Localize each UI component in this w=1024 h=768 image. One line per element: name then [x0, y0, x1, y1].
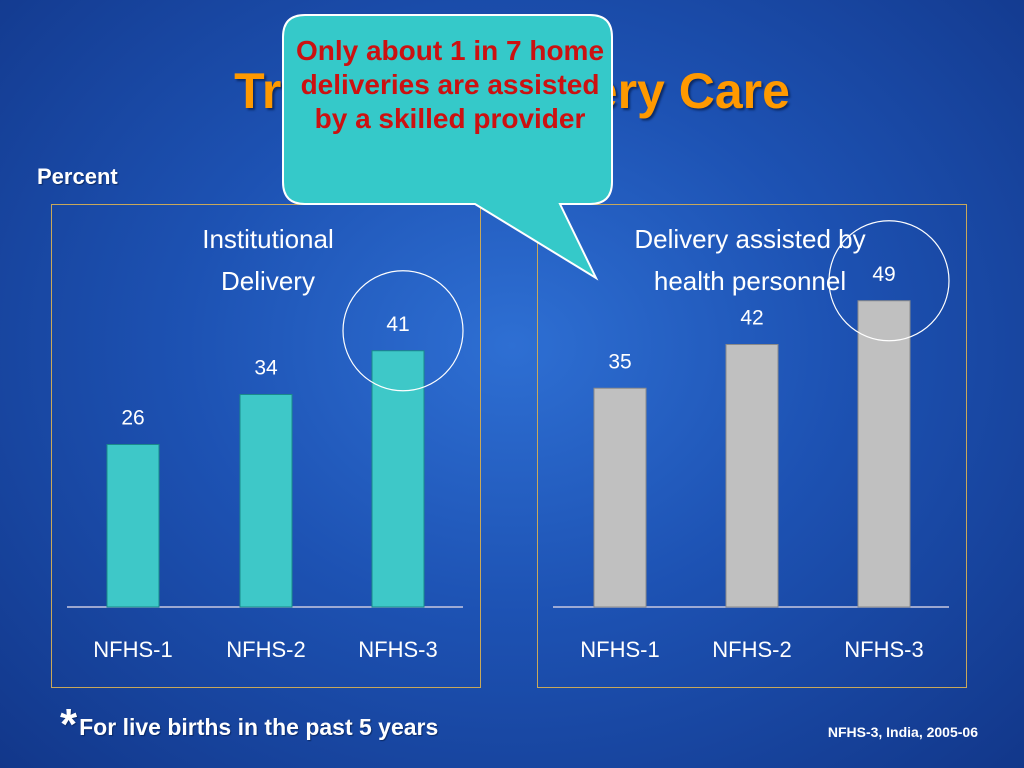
callout-text: Only about 1 in 7 home deliveries are as…: [295, 35, 605, 134]
bar: [239, 394, 293, 608]
highlight-circle: [342, 270, 464, 392]
source-label: NFHS-3, India, 2005-06: [827, 724, 978, 740]
bar: [593, 387, 647, 608]
chart-title-line: health personnel: [654, 266, 846, 296]
x-tick-label: NFHS-1: [93, 637, 172, 662]
x-tick-label: NFHS-3: [844, 637, 923, 662]
highlight-circle: [828, 220, 950, 342]
chart-title-line: Delivery assisted by: [634, 224, 865, 254]
bar-value-label: 26: [121, 407, 144, 430]
bar: [857, 300, 911, 608]
footnote-star: *: [60, 700, 78, 749]
bar: [725, 344, 779, 608]
bar-value-label: 41: [386, 313, 409, 336]
bar-value-label: 42: [740, 307, 763, 330]
chart-panel-institutional: [51, 204, 481, 688]
chart-panel-assisted: [537, 204, 967, 688]
percent-label: Percent: [37, 164, 118, 189]
x-tick-label: NFHS-3: [358, 637, 437, 662]
chart-title-line: Delivery: [221, 266, 315, 296]
x-tick-label: NFHS-2: [712, 637, 791, 662]
bar: [371, 350, 425, 608]
footnote: *For live births in the past 5 years: [60, 700, 438, 750]
x-tick-label: NFHS-2: [226, 637, 305, 662]
bar-value-label: 34: [254, 357, 278, 380]
bar-value-label: 35: [608, 350, 631, 373]
chart-title-line: Institutional: [202, 224, 334, 254]
bar-value-label: 49: [872, 263, 895, 286]
x-tick-label: NFHS-1: [580, 637, 659, 662]
bar: [106, 444, 160, 608]
footnote-text: For live births in the past 5 years: [79, 714, 439, 740]
